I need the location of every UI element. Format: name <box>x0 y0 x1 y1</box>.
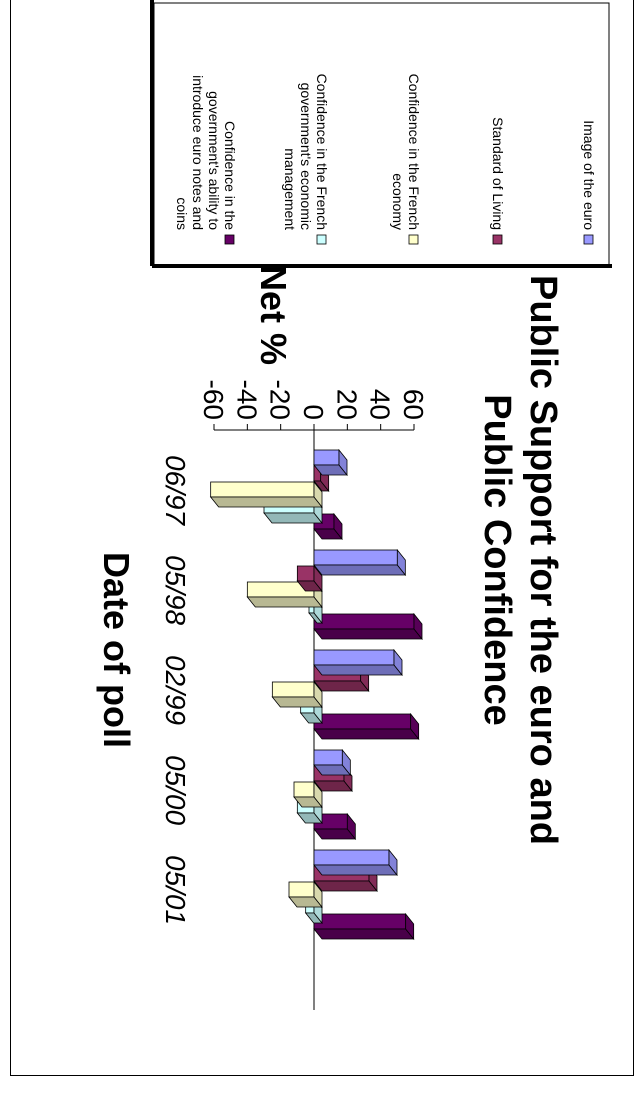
y-axis-label-text: Net % <box>253 265 294 365</box>
legend-label: Image of the euro <box>581 120 597 230</box>
bar-side <box>313 880 378 892</box>
bar-front <box>313 713 412 730</box>
x-tick-label: 05/00 <box>160 755 191 825</box>
bar-front <box>313 749 343 766</box>
bar <box>313 548 407 577</box>
legend-item: Image of the euro <box>581 120 597 245</box>
bar-top <box>313 780 323 809</box>
bar-side <box>246 596 323 608</box>
bar-front <box>288 881 315 898</box>
legend-label: Confidence in the <box>222 121 238 230</box>
legend-label: government's economic <box>298 83 314 230</box>
y-tick-label: 20 <box>331 389 362 420</box>
bar-side <box>271 696 323 708</box>
bar <box>313 748 352 777</box>
bar-front <box>313 449 340 466</box>
legend-swatch <box>408 234 419 245</box>
legend-label: government's ability to <box>206 91 222 230</box>
legend-label: coins <box>174 197 190 230</box>
y-tick-label: -20 <box>265 380 296 420</box>
bar-side <box>313 564 407 576</box>
legend-item: Standard of Living <box>490 117 506 245</box>
bar-side <box>313 628 423 640</box>
bar <box>313 448 348 477</box>
bar-front <box>313 913 407 930</box>
bar-side <box>263 512 323 524</box>
bar <box>271 680 323 709</box>
legend-swatch <box>492 234 503 245</box>
chart-title-line: Public Confidence <box>476 394 518 725</box>
legend-label: Confidence in the French <box>406 74 422 230</box>
y-axis-label: Net % <box>253 265 294 365</box>
x-tick-label: 02/99 <box>160 655 191 725</box>
legend-swatch <box>583 234 594 245</box>
bar-top <box>346 812 356 841</box>
bar-top <box>313 480 323 509</box>
bar <box>313 612 423 641</box>
bar <box>293 780 323 809</box>
bar-side <box>313 680 370 692</box>
bar-top <box>313 564 323 593</box>
bar <box>313 648 403 677</box>
bar-top <box>313 680 323 709</box>
legend-label: management <box>282 148 298 230</box>
bar-top <box>341 748 351 777</box>
bar-top <box>405 912 415 941</box>
bar-side <box>209 496 323 508</box>
chart-frame <box>10 0 634 1076</box>
bar-side <box>313 664 403 676</box>
legend-swatch <box>316 234 327 245</box>
bar-top <box>396 548 406 577</box>
bar-front <box>313 613 415 630</box>
x-tick-label: 05/98 <box>160 555 191 625</box>
bar-side <box>313 864 398 876</box>
bar-front <box>313 849 390 866</box>
bar <box>288 880 323 909</box>
x-tick-label: 05/01 <box>160 855 191 925</box>
bar-side <box>313 728 420 740</box>
bar <box>313 512 343 541</box>
x-axis-label: Date of poll <box>96 552 137 748</box>
bar-top <box>338 448 348 477</box>
x-axis-label-text: Date of poll <box>96 552 137 748</box>
bar-front <box>313 649 395 666</box>
bar-top <box>388 848 398 877</box>
y-tick-label: 40 <box>365 389 396 420</box>
bar <box>313 712 420 741</box>
bar-top <box>413 612 423 641</box>
bar-front <box>271 681 315 698</box>
bar <box>209 480 323 509</box>
y-tick-label: 60 <box>398 389 429 420</box>
legend-label: Confidence in the French <box>314 74 330 230</box>
y-tick-label: -40 <box>231 380 262 420</box>
bar-top <box>410 712 420 741</box>
bar-top <box>333 512 343 541</box>
bar-top <box>313 880 323 909</box>
legend-label: Standard of Living <box>490 117 506 230</box>
bar-top <box>393 648 403 677</box>
bar-front <box>210 481 315 498</box>
y-tick-label: 0 <box>298 404 329 420</box>
bar-front <box>293 781 315 798</box>
legend-label: economy <box>390 173 406 230</box>
bar <box>296 564 323 593</box>
bar-side <box>313 928 415 940</box>
chart-title-line: Public Support for the euro and <box>522 275 564 845</box>
y-tick-label: -60 <box>198 380 229 420</box>
legend-swatch <box>224 234 235 245</box>
bar <box>313 912 415 941</box>
bar-front <box>313 549 398 566</box>
bar-front <box>296 565 315 582</box>
legend: Image of the euro Standard of Living Confi… <box>150 0 612 268</box>
legend-label: introduce euro notes and <box>190 75 206 230</box>
x-tick-label: 06/97 <box>160 455 191 526</box>
bar <box>313 848 398 877</box>
